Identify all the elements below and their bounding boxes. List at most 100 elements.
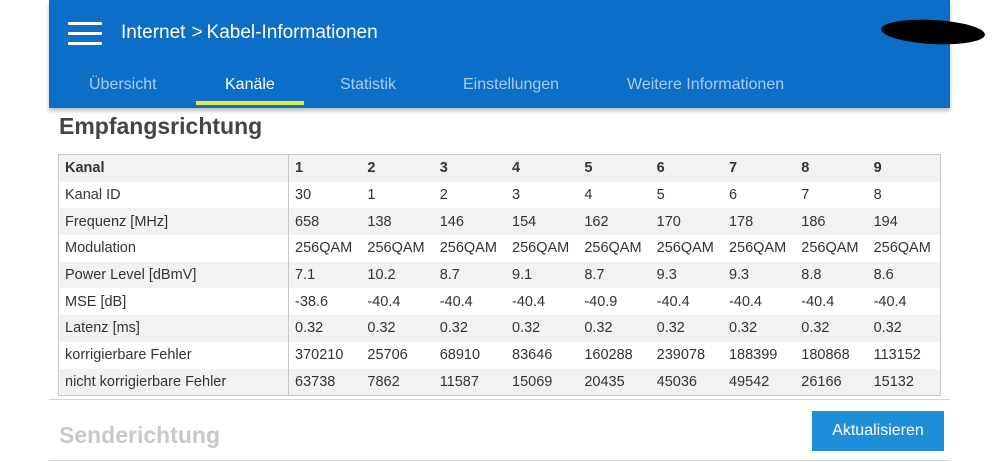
table-cell: 7 [801,187,810,204]
table-cell: 256QAM [439,240,497,257]
column-header-channel: 9 [873,160,882,177]
table-cell: 30 [295,187,312,204]
table-cell: 15132 [873,373,914,390]
table-cell: 9.3 [656,267,677,284]
column-header-channel: 1 [295,160,304,177]
row-label: Modulation [58,235,289,262]
table-cell: -40.4 [801,293,835,310]
table-cell: 8.7 [584,267,605,284]
column-header-kanal: Kanal [58,154,289,182]
table-cell: 0.32 [656,320,685,337]
table-cell: 256QAM [656,240,714,257]
table-cell: 0.32 [728,320,758,337]
column-header-channel: 2 [367,160,376,177]
table-cell: 0.32 [439,320,468,337]
table-row: nicht korrigierbare Fehler 63738 7862 11587… [58,368,941,396]
tab-uebersicht[interactable]: Übersicht [89,76,157,93]
breadcrumb-kabel-informationen: Kabel-Informationen [206,22,378,43]
table-cell: 8.7 [439,267,460,284]
row-label: Latenz [ms] [58,315,289,342]
table-cell: -40.9 [584,293,618,310]
receive-channel-table: Kanal 1 2 3 4 5 6 7 8 9 Kanal ID 30 1 2 3 4 5 6 7 8 Frequenz… [58,154,941,397]
table-cell: 170 [656,213,681,230]
row-label: Frequenz [MHz] [58,208,289,236]
refresh-button[interactable]: Aktualisieren [812,411,944,451]
row-label: nicht korrigierbare Fehler [58,368,289,396]
table-cell: 239078 [656,347,706,364]
table-cell: 256QAM [295,240,353,257]
redacted-account-area [880,17,986,47]
tab-weitere-informationen[interactable]: Weitere Informationen [627,76,785,93]
table-cell: 63738 [295,373,336,390]
table-cell: 256QAM [512,240,570,257]
tab-statistik[interactable]: Statistik [340,76,397,93]
table-cell: 11587 [439,373,479,390]
table-cell: 0.32 [801,320,830,337]
table-cell: 0.32 [367,320,396,337]
column-header-channel: 7 [728,160,738,177]
table-cell: 138 [367,213,392,230]
table-cell: 194 [873,213,898,230]
table-cell: 5 [656,187,665,204]
table-cell: 146 [439,213,464,230]
table-cell: 4 [584,187,593,204]
table-cell: 25706 [367,347,408,364]
column-header-channel: 4 [512,160,521,177]
receive-section-title: Empfangsrichtung [59,113,263,139]
table-cell: 0.32 [584,320,613,337]
table-row: Latenz [ms] 0.32 0.32 0.32 0.32 0.32 0.32 0.32 0… [58,315,941,342]
table-cell: 188399 [728,347,778,364]
table-cell: 256QAM [584,240,642,257]
table-cell: 8.8 [801,267,822,284]
breadcrumb-separator: > [191,22,203,43]
table-cell: 180868 [801,347,850,364]
table-cell: 7862 [367,373,400,390]
table-cell: -40.4 [439,293,473,310]
table-cell: 370210 [295,347,344,364]
table-cell: 7.1 [295,267,316,284]
tab-bar: Übersicht Kanäle Statistik Einstellungen… [49,76,950,108]
table-row: Power Level [dBmV] 7.1 10.2 8.7 9.1 8.7 9.3 9.3… [58,261,941,289]
column-header-channel: 5 [584,160,593,177]
table-cell: 256QAM [367,240,425,257]
table-cell: 20435 [584,373,625,390]
table-row: Modulation 256QAM 256QAM 256QAM 256QAM 256QAM… [58,235,941,262]
breadcrumb-internet[interactable]: Internet [121,22,186,43]
table-cell: -40.4 [367,293,401,310]
table-header-row: Kanal 1 2 3 4 5 6 7 8 9 [58,154,941,182]
table-row: korrigierbare Fehler 370210 25706 68910 8364… [58,341,941,369]
tab-einstellungen[interactable]: Einstellungen [463,76,560,93]
row-label: MSE [dB] [58,288,289,316]
table-cell: 8.6 [873,267,894,284]
table-cell: 0.32 [512,320,541,337]
table-cell: -40.4 [656,293,690,310]
table-cell: -40.4 [728,293,762,310]
table-cell: 3 [512,187,521,204]
app-header: Internet > Kabel-Informationen Übersicht K… [49,0,986,108]
table-cell: 49542 [728,373,770,390]
table-cell: 658 [295,213,320,230]
column-header-channel: 6 [656,160,665,177]
active-tab-indicator [196,101,304,105]
tab-kanaele[interactable]: Kanäle [225,76,275,93]
table-cell: 2 [439,187,448,204]
table-cell: 68910 [439,347,481,364]
bottom-divider [49,460,950,461]
table-cell: 256QAM [873,240,931,257]
table-row: Frequenz [MHz] 658 138 146 154 162 170 178 186 19… [58,208,941,236]
table-cell: 186 [801,213,826,230]
table-cell: 154 [512,213,537,230]
menu-icon[interactable] [68,22,102,46]
table-cell: 0.32 [295,320,324,337]
table-row: MSE [dB] -38.6 -40.4 -40.4 -40.4 -40.9 -40.4 -4… [58,288,941,316]
table-cell: -40.4 [512,293,546,310]
breadcrumb: Internet > Kabel-Informationen [121,22,378,44]
table-row: Kanal ID 30 1 2 3 4 5 6 7 8 [58,181,941,209]
table-cell: -38.6 [295,293,329,310]
table-cell: 6 [728,187,738,204]
table-cell: 9.3 [728,267,750,284]
send-section-title[interactable]: Senderichtung [59,422,221,448]
row-label: Kanal ID [58,181,289,209]
table-cell: 9.1 [512,267,533,284]
table-cell: -40.4 [873,293,907,310]
